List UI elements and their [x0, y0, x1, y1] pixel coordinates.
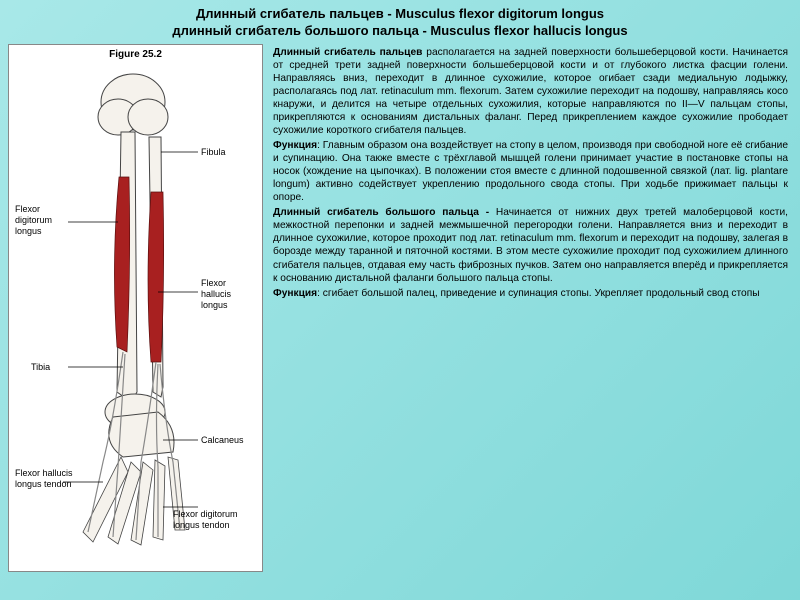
label-fhl-1: Flexor	[201, 278, 226, 288]
page-header: Длинный сгибатель пальцев - Musculus fle…	[0, 0, 800, 44]
anatomy-figure: Figure 25.2	[8, 44, 263, 572]
p2-lead: Функция	[273, 140, 317, 151]
label-fdl-1: Flexor	[15, 204, 40, 214]
p3-body: Начинается от нижних двух третей малобер…	[273, 207, 788, 283]
label-fdl-3: longus	[15, 226, 42, 236]
paragraph-2: Функция: Главным образом она воздействуе…	[273, 139, 788, 204]
label-fdl-2: digitorum	[15, 215, 52, 225]
label-fdlt-1: Flexor digitorum	[173, 509, 238, 519]
label-calcaneus: Calcaneus	[201, 435, 244, 445]
label-fhlt-1: Flexor hallucis	[15, 468, 73, 478]
p4-body: : сгибает большой палец, приведение и су…	[317, 288, 759, 299]
paragraph-1: Длинный сгибатель пальцев располагается …	[273, 46, 788, 137]
paragraph-4: Функция: сгибает большой палец, приведен…	[273, 287, 788, 300]
p1-lead: Длинный сгибатель пальцев	[273, 47, 422, 58]
label-fibula: Fibula	[201, 147, 226, 157]
header-line-1: Длинный сгибатель пальцев - Musculus fle…	[10, 6, 790, 23]
description-text: Длинный сгибатель пальцев располагается …	[263, 44, 792, 572]
p4-lead: Функция	[273, 288, 317, 299]
anatomy-drawing: Fibula Flexor digitorum longus Flexor ha…	[13, 62, 258, 567]
content-row: Figure 25.2	[0, 44, 800, 572]
label-fdlt-2: longus tendon	[173, 520, 230, 530]
label-fhl-2: hallucis	[201, 289, 232, 299]
p2-body: : Главным образом она воздействует на ст…	[273, 140, 788, 203]
header-line-2: длинный сгибатель большого пальца - Musc…	[10, 23, 790, 40]
label-fhlt-2: longus tendon	[15, 479, 72, 489]
paragraph-3: Длинный сгибатель большого пальца - Начи…	[273, 206, 788, 284]
p3-lead: Длинный сгибатель большого пальца -	[273, 207, 489, 218]
figure-title: Figure 25.2	[13, 49, 258, 60]
label-tibia: Tibia	[31, 362, 50, 372]
p1-body: располагается на задней поверхности боль…	[273, 47, 788, 136]
label-fhl-3: longus	[201, 300, 228, 310]
